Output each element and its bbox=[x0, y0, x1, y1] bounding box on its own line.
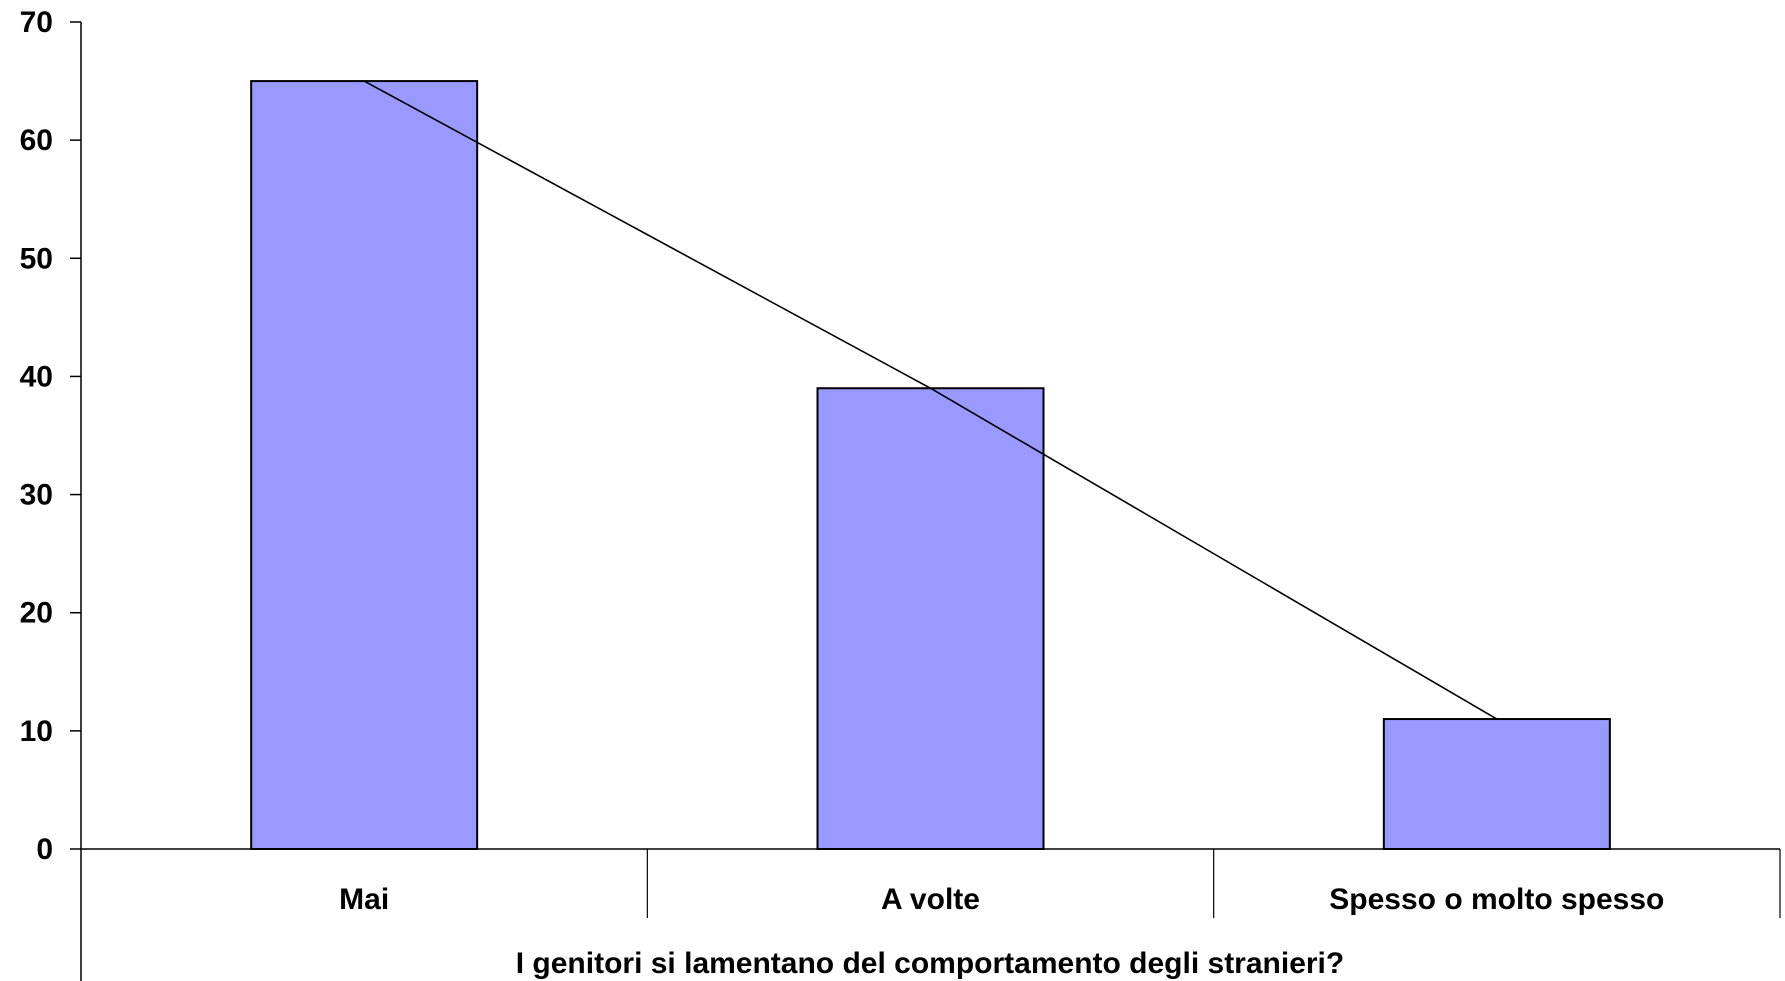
trend-line bbox=[363, 80, 1498, 720]
bar-mai bbox=[250, 80, 479, 851]
y-tick-label: 70 bbox=[20, 6, 53, 39]
axes-layer bbox=[80, 22, 1781, 981]
y-tick-label: 40 bbox=[20, 360, 53, 393]
y-tick-label: 0 bbox=[36, 833, 53, 866]
bars-layer bbox=[250, 80, 1611, 851]
y-tick-label: 50 bbox=[20, 242, 53, 275]
category-label: Mai bbox=[339, 883, 389, 916]
category-labels: Mai A volte Spesso o molto spesso bbox=[339, 883, 1664, 916]
y-tick-label: 60 bbox=[20, 124, 53, 157]
y-tick-label: 20 bbox=[20, 597, 53, 630]
bar-spesso-o-molto-spesso bbox=[1382, 718, 1611, 850]
trend-line-layer bbox=[363, 80, 1498, 720]
x-axis-title: I genitori si lamentano del comportament… bbox=[516, 947, 1344, 980]
y-tick-label: 30 bbox=[20, 479, 53, 512]
bar-a-volte bbox=[816, 387, 1045, 850]
category-label: A volte bbox=[881, 883, 980, 916]
y-tick-labels: 0 10 20 30 40 50 60 70 bbox=[20, 6, 81, 866]
y-tick-label: 10 bbox=[20, 715, 53, 748]
category-label: Spesso o molto spesso bbox=[1329, 883, 1664, 916]
